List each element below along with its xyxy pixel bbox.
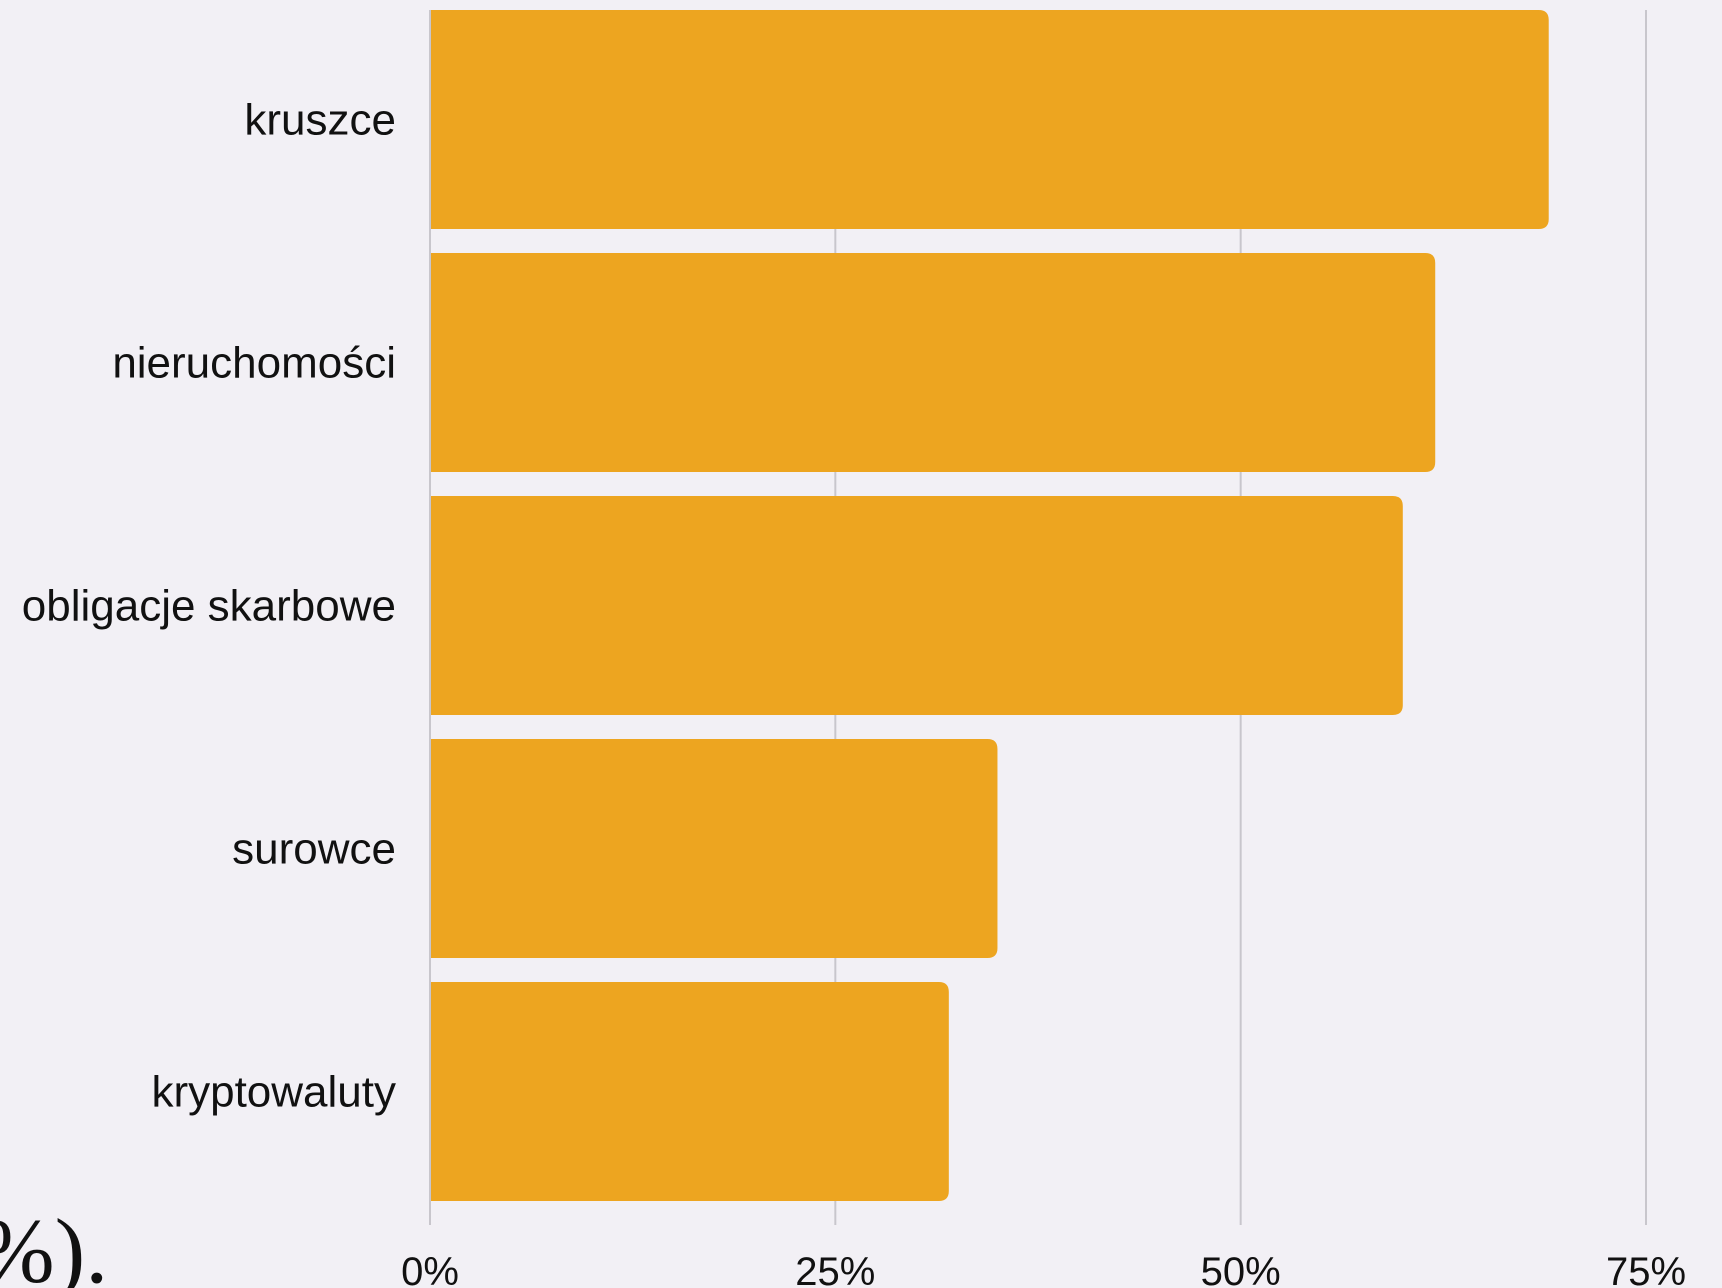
x-tick-label-0: 0% [401, 1250, 459, 1288]
bar-4 [430, 982, 949, 1201]
category-label-0: kruszce [244, 96, 396, 145]
bars [430, 10, 1549, 1201]
category-label-4: kryptowaluty [151, 1068, 396, 1117]
category-labels: kruszce nieruchomości obligacje skarbowe su… [22, 96, 396, 1117]
category-label-1: nieruchomości [112, 339, 396, 388]
x-tick-label-3: 75% [1606, 1250, 1686, 1288]
category-label-2: obligacje skarbowe [22, 582, 396, 631]
bar-0 [430, 10, 1549, 229]
bar-2 [430, 496, 1403, 715]
x-tick-label-1: 25% [795, 1250, 875, 1288]
partial-caption-text: %). [0, 1200, 108, 1288]
bar-1 [430, 253, 1436, 472]
category-label-3: surowce [232, 825, 396, 874]
x-tick-labels: 0% 25% 50% 75% [401, 1250, 1686, 1288]
bar-3 [430, 739, 998, 958]
x-tick-label-2: 50% [1201, 1250, 1281, 1288]
